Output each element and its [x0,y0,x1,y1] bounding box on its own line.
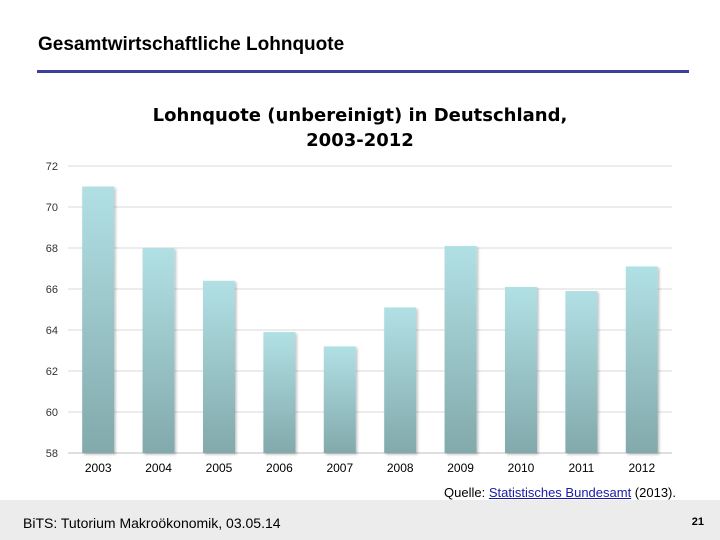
x-tick-label: 2012 [628,461,655,475]
y-tick-label: 66 [46,284,58,296]
source-suffix: (2013). [631,485,676,500]
x-tick-label: 2011 [568,461,594,475]
y-tick-label: 72 [46,161,58,173]
footer-bar [0,500,720,540]
y-tick-label: 64 [46,325,58,337]
bar [384,307,417,453]
bar [203,280,235,453]
y-tick-label: 68 [46,243,58,255]
bar [505,286,537,453]
x-tick-label: 2003 [85,461,112,475]
y-tick-label: 62 [46,366,58,378]
page-number: 21 [691,516,704,528]
bar-chart: 58 60 62 64 66 68 70 72 2003 2004 2005 2006 2007 2008… [46,161,672,475]
slide-title: Gesamtwirtschaftliche Lohnquote [38,34,345,55]
y-tick-label: 58 [46,448,58,460]
footer-text: BiTS: Tutorium Makroökonomik, 03.05.14 [23,515,281,531]
bar [323,346,356,453]
bar [625,266,658,453]
x-tick-label: 2009 [447,461,474,475]
bar [263,332,296,453]
bar [444,245,477,453]
source-note: Quelle: Statistisches Bundesamt (2013). [444,485,676,500]
title-divider [37,70,689,73]
y-tick-label: 70 [46,202,58,214]
y-tick-label: 60 [46,407,58,419]
chart-title: Lohnquote (unbereinigt) in Deutschland, … [60,103,660,153]
bar [142,248,175,453]
bar [565,291,598,453]
source-prefix: Quelle: [444,485,489,500]
chart-title-line-2: 2003-2012 [306,130,414,151]
source-link[interactable]: Statistisches Bundesamt [488,485,632,500]
x-tick-label: 2005 [206,461,233,475]
x-tick-label: 2008 [387,461,414,475]
x-tick-label: 2010 [508,461,535,475]
chart-title-line-1: Lohnquote (unbereinigt) in Deutschland, [152,105,568,126]
bar [82,186,115,453]
x-tick-label: 2007 [326,461,353,475]
x-tick-label: 2006 [266,461,293,475]
x-tick-label: 2004 [145,461,172,475]
